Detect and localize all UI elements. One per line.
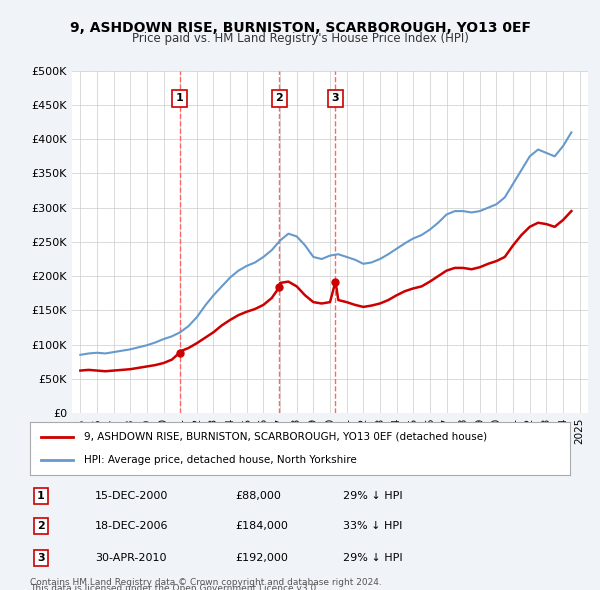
Text: 2: 2 — [37, 521, 44, 531]
Text: 9, ASHDOWN RISE, BURNISTON, SCARBOROUGH, YO13 0EF (detached house): 9, ASHDOWN RISE, BURNISTON, SCARBOROUGH,… — [84, 432, 487, 442]
Text: 29% ↓ HPI: 29% ↓ HPI — [343, 491, 403, 501]
Text: 3: 3 — [37, 553, 44, 563]
Text: 9, ASHDOWN RISE, BURNISTON, SCARBOROUGH, YO13 0EF: 9, ASHDOWN RISE, BURNISTON, SCARBOROUGH,… — [70, 21, 530, 35]
Text: 33% ↓ HPI: 33% ↓ HPI — [343, 521, 403, 531]
Text: Price paid vs. HM Land Registry's House Price Index (HPI): Price paid vs. HM Land Registry's House … — [131, 32, 469, 45]
Text: 30-APR-2010: 30-APR-2010 — [95, 553, 166, 563]
Text: This data is licensed under the Open Government Licence v3.0.: This data is licensed under the Open Gov… — [30, 584, 319, 590]
Text: 15-DEC-2000: 15-DEC-2000 — [95, 491, 168, 501]
Text: 29% ↓ HPI: 29% ↓ HPI — [343, 553, 403, 563]
Text: 3: 3 — [332, 93, 340, 103]
Text: Contains HM Land Registry data © Crown copyright and database right 2024.: Contains HM Land Registry data © Crown c… — [30, 578, 382, 587]
Text: £184,000: £184,000 — [235, 521, 288, 531]
Text: 2: 2 — [275, 93, 283, 103]
Text: £88,000: £88,000 — [235, 491, 281, 501]
Text: £192,000: £192,000 — [235, 553, 288, 563]
Text: 1: 1 — [37, 491, 44, 501]
Text: 18-DEC-2006: 18-DEC-2006 — [95, 521, 168, 531]
Text: HPI: Average price, detached house, North Yorkshire: HPI: Average price, detached house, Nort… — [84, 455, 357, 465]
Text: 1: 1 — [176, 93, 184, 103]
